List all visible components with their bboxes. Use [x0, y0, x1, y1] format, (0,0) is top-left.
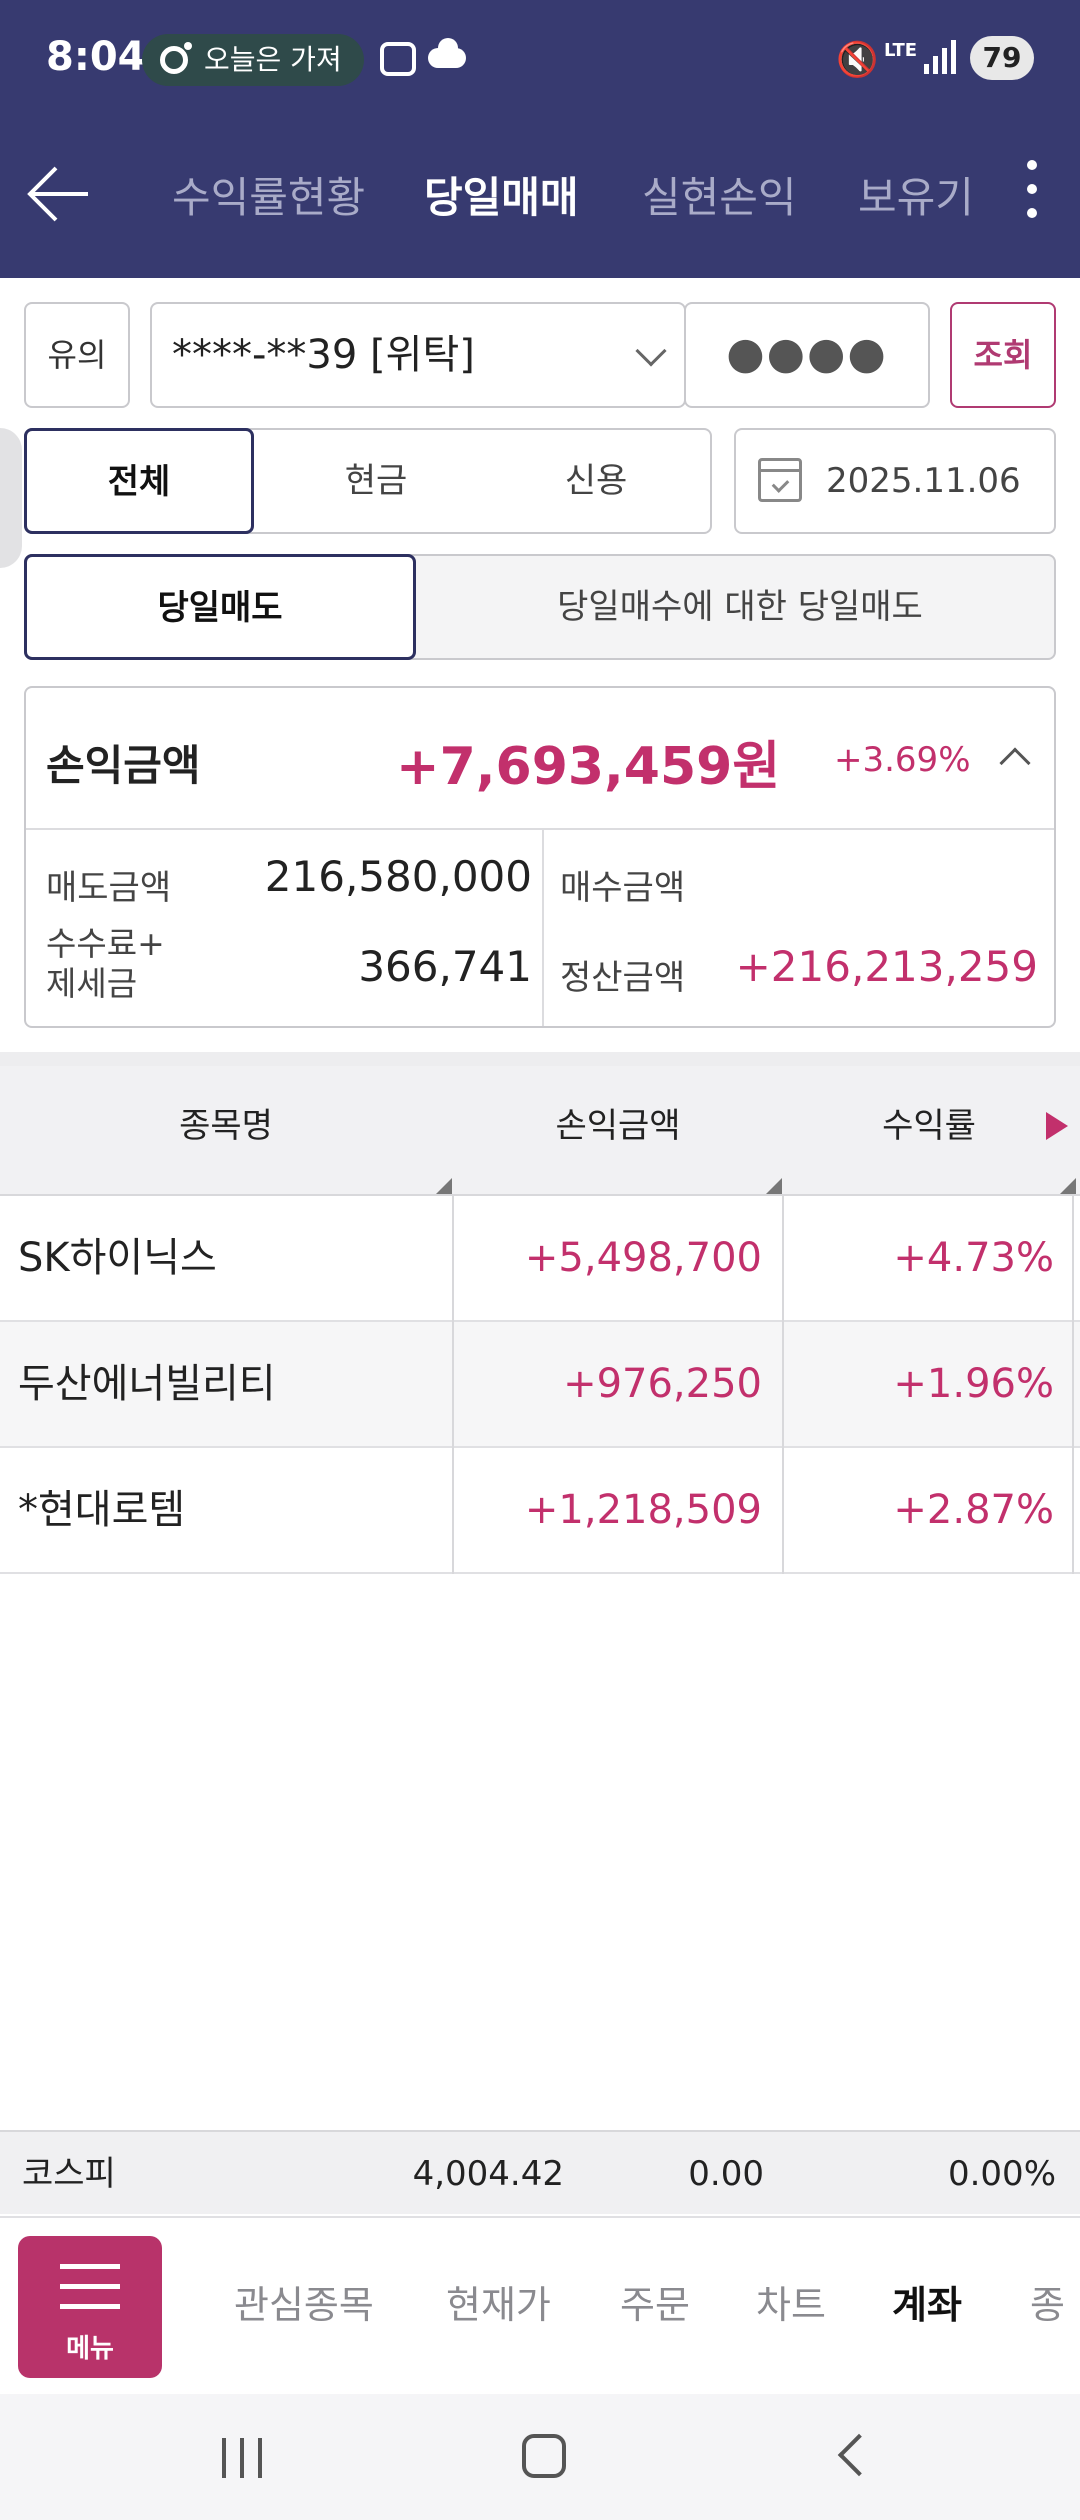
column-divider [782, 1196, 784, 1574]
account-caution-tag[interactable]: 유의 [24, 302, 130, 408]
fee-tax-label-line1: 수수료+ [46, 924, 165, 963]
notification-text: 오늘은 가져 [204, 43, 342, 76]
stock-profit: +976,250 [563, 1361, 762, 1407]
cloud-icon [428, 38, 466, 68]
app-header: 8:04 오늘은 가져 🔇 LTE 79 수익률현황 당일매매 실현손익 보유기 [0, 0, 1080, 278]
notification-pill[interactable]: 오늘은 가져 [142, 34, 364, 86]
menu-item-chart[interactable]: 차트 [756, 2283, 826, 2327]
tab-holding-period[interactable]: 보유기 [858, 173, 974, 222]
status-time: 8:04 [46, 34, 146, 80]
stock-name: SK하이닉스 [18, 1235, 217, 1281]
index-change-rate: 0.00% [947, 2154, 1056, 2194]
query-button[interactable]: 조회 [950, 302, 1056, 408]
column-divider [1072, 1196, 1074, 1574]
account-number: ****-**39 [위탁] [172, 332, 475, 378]
column-header-profit[interactable]: 손익금액 [555, 1106, 681, 1146]
sort-triangle-icon [766, 1178, 782, 1194]
stock-name: 두산에너빌리티 [18, 1361, 276, 1407]
date-value: 2025.11.06 [826, 461, 1021, 501]
stock-name: *현대로템 [18, 1487, 186, 1533]
fee-tax-label-line2: 제세금 [46, 964, 138, 1003]
menu-item-order[interactable]: 주문 [620, 2283, 690, 2327]
system-back-icon[interactable] [837, 2433, 881, 2477]
menu-button[interactable]: 메뉴 [18, 2236, 162, 2378]
sell-amount-value: 216,580,000 [264, 852, 532, 901]
menu-item-quote[interactable]: 현재가 [446, 2283, 551, 2327]
calendar-icon [758, 458, 802, 502]
stock-profit: +1,218,509 [524, 1487, 762, 1533]
sell-mode-segmented-control: 당일매도 당일매수에 대한 당일매도 [24, 554, 1056, 660]
home-icon[interactable] [522, 2434, 566, 2478]
chevron-up-icon[interactable] [999, 747, 1031, 779]
date-picker[interactable]: 2025.11.06 [734, 428, 1056, 534]
signal-icon [924, 40, 958, 74]
sort-triangle-icon [436, 1178, 452, 1194]
summary-header[interactable]: 손익금액 +7,693,459원 +3.69% [26, 688, 1054, 830]
profit-value: +7,693,459원 [396, 737, 781, 797]
account-select[interactable]: ****-**39 [위탁] [150, 302, 686, 408]
menu-item-overflow[interactable]: 종 [1030, 2283, 1065, 2327]
table-row[interactable]: 두산에너빌리티 +976,250 +1.96% [0, 1322, 1080, 1448]
index-change: 0.00 [688, 2154, 764, 2194]
column-divider [452, 1196, 454, 1574]
back-arrow-icon[interactable] [26, 164, 92, 224]
buy-amount-label: 매수금액 [560, 868, 686, 908]
table-row[interactable]: *현대로템 +1,218,509 +2.87% [0, 1448, 1080, 1574]
system-navigation-bar [0, 2394, 1080, 2520]
screenshot-icon [380, 42, 416, 76]
type-option-credit[interactable]: 신용 [564, 461, 628, 501]
tab-return-status[interactable]: 수익률현황 [172, 173, 366, 222]
scroll-right-arrow-icon[interactable] [1046, 1112, 1068, 1140]
more-vertical-icon[interactable] [1024, 160, 1040, 230]
stock-profit: +5,498,700 [524, 1235, 762, 1281]
chevron-down-icon [635, 335, 667, 367]
tab-day-trade[interactable]: 당일매매 [424, 173, 579, 222]
tab-realized-pnl[interactable]: 실현손익 [642, 173, 797, 222]
type-option-all[interactable]: 전체 [24, 428, 254, 534]
menu-item-account[interactable]: 계좌 [892, 2283, 962, 2327]
mute-icon: 🔇 [836, 40, 879, 80]
top-tabs: 수익률현황 당일매매 실현손익 보유기 [0, 140, 1080, 250]
stock-rate: +4.73% [893, 1235, 1054, 1281]
status-bar: 8:04 오늘은 가져 🔇 LTE 79 [0, 0, 1080, 120]
sort-triangle-icon [1060, 1178, 1076, 1194]
recent-apps-icon[interactable] [222, 2438, 262, 2478]
profit-rate: +3.69% [834, 740, 971, 780]
side-handle[interactable] [0, 428, 22, 568]
type-option-cash[interactable]: 현금 [344, 461, 408, 501]
menu-label: 메뉴 [66, 2334, 114, 2364]
music-icon [160, 42, 192, 74]
sell-mode-day-buy-sell[interactable]: 당일매수에 대한 당일매도 [557, 587, 923, 627]
battery-badge: 79 [970, 36, 1034, 80]
settlement-value: +216,213,259 [735, 942, 1038, 991]
stock-rate: +2.87% [893, 1487, 1054, 1533]
stock-rate: +1.96% [893, 1361, 1054, 1407]
menu-item-watchlist[interactable]: 관심종목 [234, 2283, 374, 2327]
column-header-name[interactable]: 종목명 [179, 1106, 273, 1146]
summary-card: 손익금액 +7,693,459원 +3.69% 매도금액 216,580,000… [24, 686, 1056, 1028]
fee-tax-label: 수수료+ 제세금 [46, 924, 165, 1004]
password-field[interactable]: ●●●● [684, 302, 930, 408]
settlement-label: 정산금액 [560, 958, 686, 998]
sell-mode-day-sell[interactable]: 당일매도 [24, 554, 416, 660]
fee-tax-value: 366,741 [358, 942, 532, 991]
index-name: 코스피 [22, 2154, 116, 2194]
table-header: 종목명 손익금액 수익률 [0, 1066, 1080, 1196]
column-header-rate[interactable]: 수익률 [882, 1106, 976, 1146]
bottom-menu-bar: 메뉴 관심종목 현재가 주문 차트 계좌 종 [0, 2216, 1080, 2394]
index-value: 4,004.42 [412, 2154, 564, 2194]
sell-amount-label: 매도금액 [46, 868, 172, 908]
section-separator [0, 1052, 1080, 1066]
table-row[interactable]: SK하이닉스 +5,498,700 +4.73% [0, 1196, 1080, 1322]
summary-divider [542, 830, 544, 1026]
lte-label: LTE [884, 40, 918, 61]
type-segmented-control: 전체 현금 신용 [24, 428, 712, 534]
profit-label: 손익금액 [46, 741, 201, 790]
index-ticker-bar[interactable]: 코스피 4,004.42 0.00 0.00% [0, 2130, 1080, 2214]
